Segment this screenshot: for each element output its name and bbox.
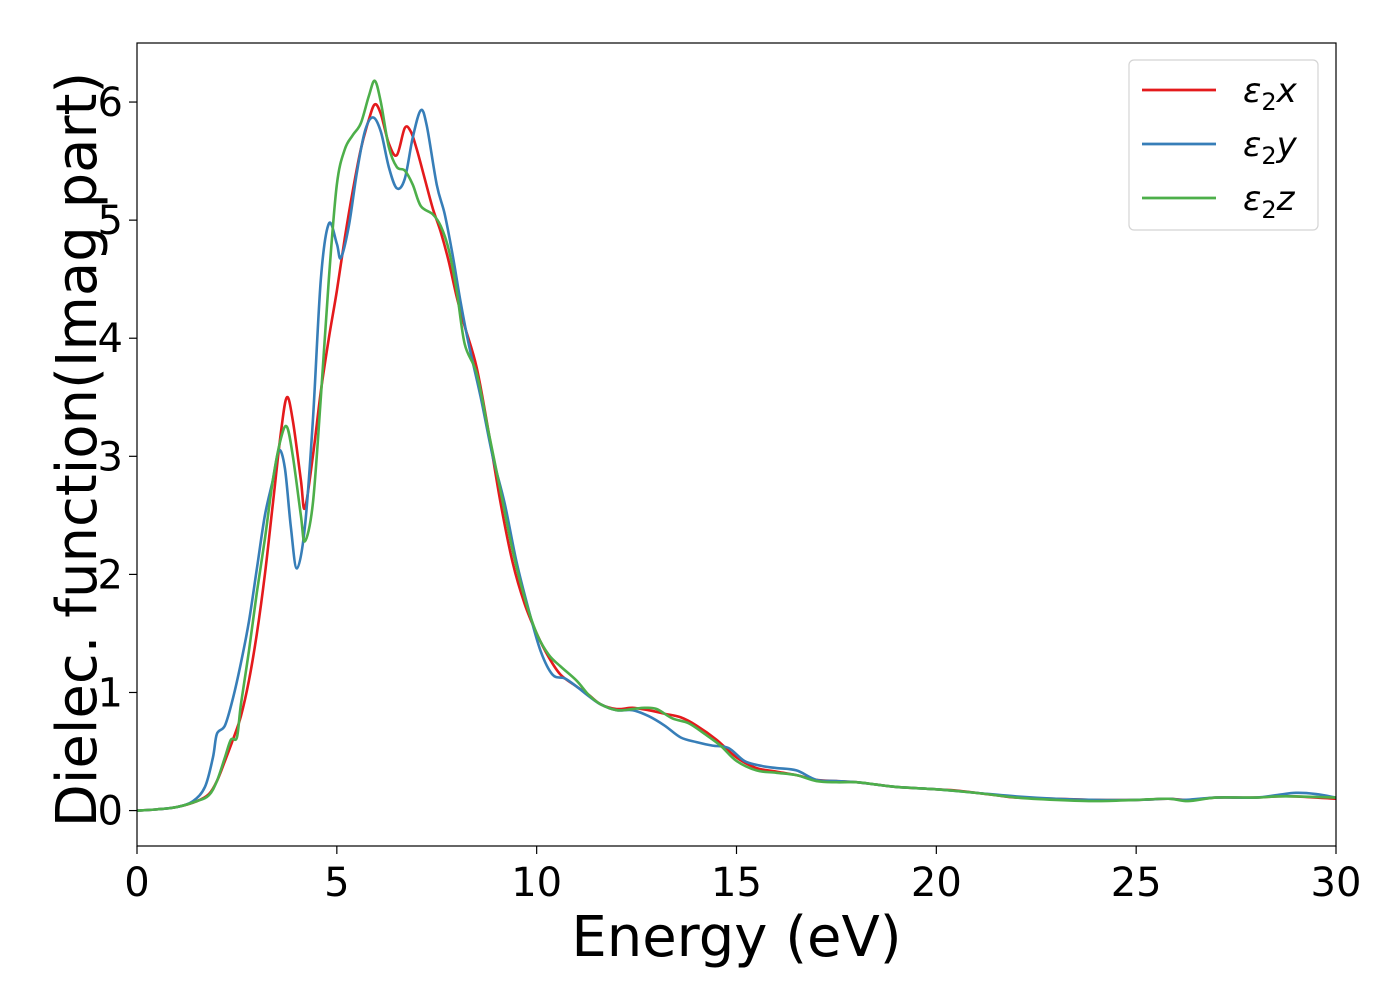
- x-tick-label: 25: [1111, 860, 1162, 906]
- y-tick-label: 1: [98, 670, 123, 716]
- y-tick-label: 3: [98, 434, 123, 480]
- y-axis-ticks: 0 1 2 3 4 5 6: [98, 80, 137, 835]
- x-tick-label: 10: [511, 860, 562, 906]
- legend-box: [1128, 59, 1319, 231]
- legend-label-base: ε: [1243, 179, 1261, 219]
- x-tick-label: 5: [324, 860, 349, 906]
- x-tick-label: 0: [124, 860, 149, 906]
- legend-label-subscript: 2: [1261, 196, 1276, 224]
- legend-label-suffix: y: [1276, 125, 1298, 165]
- y-tick-label: 2: [98, 552, 123, 598]
- x-tick-label: 30: [1311, 860, 1362, 906]
- x-axis-label: Energy (eV): [571, 905, 901, 970]
- legend-label-base: ε: [1243, 125, 1261, 165]
- legend-label-base: ε: [1243, 71, 1261, 111]
- y-tick-label: 0: [98, 789, 123, 835]
- legend-label-subscript: 2: [1261, 88, 1276, 116]
- x-tick-label: 20: [911, 860, 962, 906]
- legend-label-x: ε2x: [1243, 71, 1298, 116]
- legend-label-y: ε2y: [1243, 125, 1298, 170]
- y-tick-label: 5: [98, 198, 123, 244]
- x-tick-label: 15: [711, 860, 762, 906]
- legend-label-suffix: z: [1276, 179, 1296, 219]
- y-tick-label: 4: [98, 316, 123, 362]
- legend-label-z: ε2z: [1243, 179, 1296, 224]
- x-axis-ticks: 0 5 10 15 20 25 30: [124, 846, 1361, 906]
- y-axis-label: Dielec. function(Imag part): [45, 72, 110, 828]
- series-line-z: [137, 79, 1336, 812]
- series-layer: [137, 79, 1336, 812]
- legend-label-suffix: x: [1276, 71, 1298, 111]
- legend-label-subscript: 2: [1261, 142, 1276, 170]
- y-tick-label: 6: [98, 80, 123, 126]
